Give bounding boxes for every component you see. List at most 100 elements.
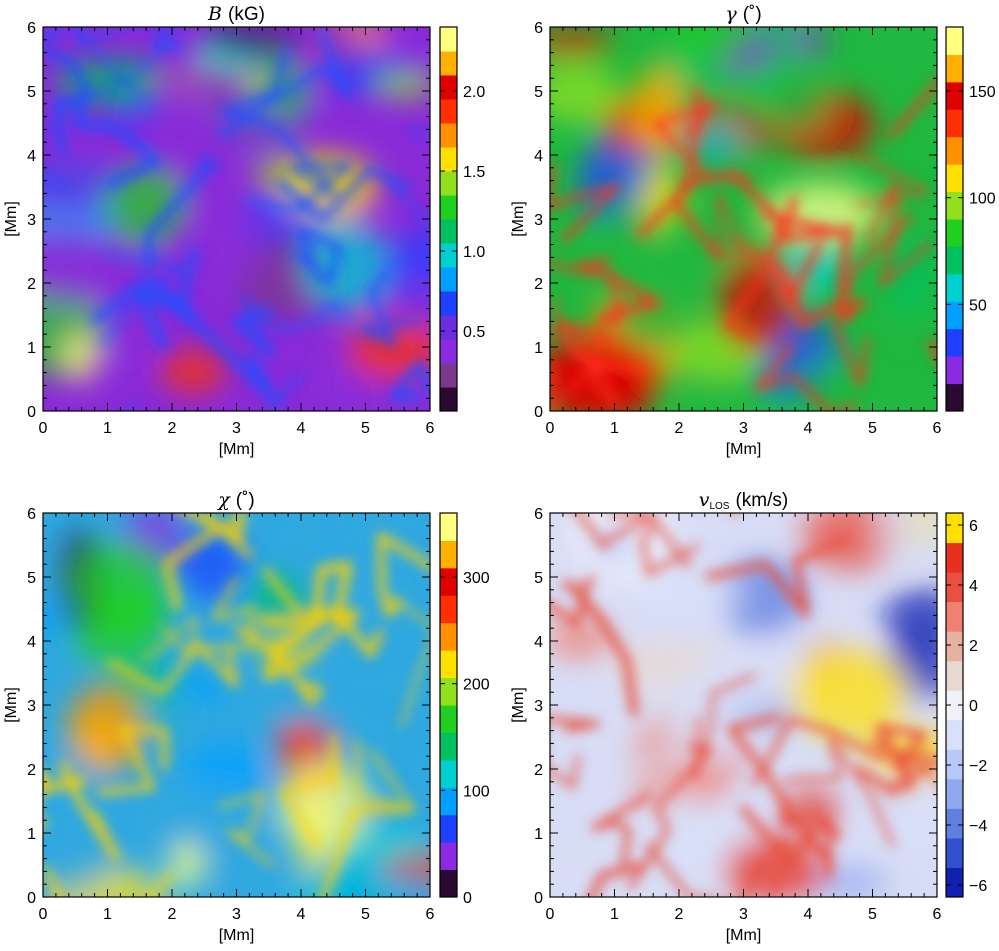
- heatmap-lane: [550, 163, 621, 243]
- colorbar-segment: [440, 387, 457, 412]
- y-tick-label: 4: [534, 148, 543, 165]
- heatmap-region: [43, 159, 123, 213]
- panel-title-subscript: LOS: [709, 501, 729, 512]
- y-tick-label: 1: [27, 340, 36, 357]
- heatmap-region: [550, 618, 613, 659]
- heatmap-lane: [43, 27, 153, 110]
- heatmap-region: [870, 756, 937, 851]
- heatmap-lane: [784, 737, 895, 847]
- heatmap-lane: [833, 214, 914, 388]
- y-tick-label: 2: [27, 276, 36, 293]
- panel-title: B (kG): [207, 3, 265, 25]
- heatmap-lane: [107, 642, 239, 695]
- x-axis-label: [Mm]: [726, 927, 762, 944]
- colorbar-segment: [946, 631, 963, 662]
- heatmap-lane: [588, 862, 646, 897]
- colorbar-segment: [946, 749, 963, 780]
- colorbar-frame: [439, 512, 458, 898]
- heatmap-lane: [188, 577, 256, 652]
- colorbar-segment: [440, 243, 457, 268]
- x-tick-label: 4: [804, 906, 813, 923]
- heatmap-region: [638, 162, 683, 231]
- heatmap-region: [882, 588, 937, 647]
- heatmap-image: [550, 513, 937, 897]
- y-tick-label: 2: [27, 762, 36, 779]
- heatmap-lane: [837, 224, 867, 323]
- heatmap-region: [876, 513, 912, 563]
- heatmap-region: [550, 334, 659, 411]
- heatmap-region: [222, 860, 280, 897]
- colorbar-segment: [440, 171, 457, 196]
- colorbar-segment: [946, 690, 963, 721]
- colorbar-segment: [440, 339, 457, 364]
- colorbar-segment: [946, 54, 963, 83]
- x-tick-label: 5: [361, 420, 370, 437]
- heatmap-lane: [233, 624, 324, 706]
- colorbar-frame: [439, 26, 458, 412]
- colorbar-tick-label: 200: [463, 677, 490, 694]
- heatmap-region: [393, 871, 427, 897]
- heatmap-lane: [870, 737, 937, 795]
- colorbar-segment: [440, 787, 457, 816]
- colorbar-tick-label: 4: [969, 578, 978, 595]
- heatmap-lane: [43, 772, 49, 791]
- colorbar-segment: [946, 328, 963, 357]
- colorbar-segment: [946, 867, 963, 898]
- heatmap-lane: [550, 260, 627, 330]
- x-tick-label: 4: [297, 906, 306, 923]
- colorbar-segment: [946, 301, 963, 330]
- heatmap-lane: [588, 299, 649, 409]
- heatmap-lane: [320, 806, 415, 897]
- y-tick-label: 1: [534, 826, 543, 843]
- heatmap-lane: [174, 248, 278, 403]
- heatmap-region: [257, 633, 314, 665]
- heatmap-lane: [754, 345, 858, 411]
- heatmap-region: [163, 671, 229, 702]
- colorbar-tick-label: 2: [969, 638, 978, 655]
- heatmap-region: [381, 283, 430, 328]
- colorbar-segment: [440, 195, 457, 220]
- heatmap-region: [103, 165, 186, 245]
- heatmap-lane: [144, 872, 175, 897]
- x-tick-label: 0: [39, 420, 48, 437]
- x-tick-label: 1: [103, 906, 112, 923]
- x-axis-label: [Mm]: [219, 441, 255, 458]
- colorbar-segment: [440, 732, 457, 761]
- x-tick-label: 2: [168, 420, 177, 437]
- x-tick-label: 2: [168, 906, 177, 923]
- colorbar-tick-label: 1.0: [463, 244, 485, 261]
- panel-title-unit: (kG): [228, 4, 265, 25]
- heatmap-region: [792, 357, 881, 411]
- heatmap-region: [590, 527, 639, 562]
- heatmap-lane: [92, 275, 197, 351]
- heatmap-lane: [773, 242, 841, 328]
- heatmap-region: [272, 701, 328, 726]
- colorbar-segment: [440, 622, 457, 651]
- colorbar-segment: [440, 814, 457, 843]
- heatmap-lane: [645, 842, 704, 897]
- heatmap-lane: [627, 743, 714, 890]
- heatmap-region: [372, 70, 430, 99]
- heatmap-lane: [561, 580, 639, 717]
- colorbar-tick-label: 150: [969, 84, 996, 101]
- heatmap-lane: [72, 93, 162, 189]
- colorbar-segment: [946, 27, 963, 55]
- y-tick-label: 5: [27, 570, 36, 587]
- panel-title-unit: (˚): [743, 4, 762, 25]
- colorbar-segment: [440, 219, 457, 244]
- x-tick-label: 3: [739, 906, 748, 923]
- y-tick-label: 6: [27, 506, 36, 523]
- colorbar: 0 100 200 300: [439, 512, 490, 907]
- colorbar-tick-label: 0: [463, 890, 472, 907]
- colorbar-segment: [946, 246, 963, 275]
- y-tick-label: 6: [534, 20, 543, 37]
- heatmap-lane: [550, 754, 581, 790]
- y-tick-label: 0: [534, 890, 543, 907]
- y-tick-label: 6: [27, 20, 36, 37]
- y-tick-label: 1: [27, 826, 36, 843]
- panel-inclination: 0 1 2 3 4 5 6 0 1 2 3 4 5 6 [Mm] [Mm] γ (˚) 50 100 150: [510, 3, 996, 458]
- panel-title: γ (˚): [725, 3, 761, 25]
- colorbar-segment: [440, 123, 457, 148]
- colorbar-tick-label: 100: [463, 783, 490, 800]
- x-tick-label: 6: [933, 420, 942, 437]
